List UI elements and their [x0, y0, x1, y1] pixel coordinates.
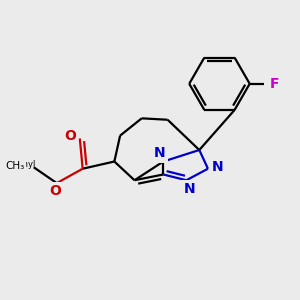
Text: N: N	[183, 182, 195, 196]
Text: N: N	[212, 160, 223, 174]
Text: F: F	[269, 77, 279, 91]
Text: CH₃: CH₃	[6, 161, 25, 171]
Text: O: O	[50, 184, 61, 198]
Text: N: N	[154, 146, 166, 161]
Text: N: N	[154, 146, 166, 161]
Text: N: N	[183, 182, 195, 196]
Text: methyl: methyl	[6, 160, 35, 169]
Text: N: N	[212, 160, 223, 174]
Text: F: F	[269, 77, 279, 91]
Text: O: O	[50, 184, 61, 198]
Text: O: O	[64, 129, 76, 142]
Text: O: O	[64, 129, 76, 142]
